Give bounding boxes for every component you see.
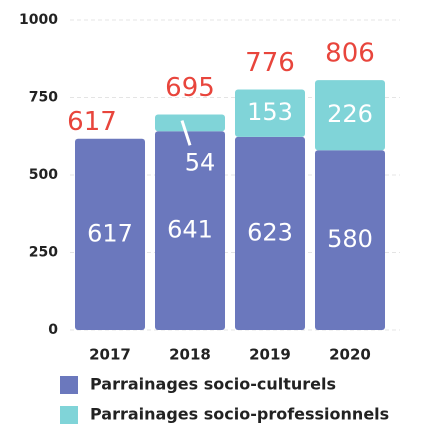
legend-swatch <box>60 376 78 394</box>
segment-label: 226 <box>327 100 373 128</box>
y-tick-label: 1000 <box>19 12 58 28</box>
x-tick-label: 2018 <box>169 346 211 364</box>
bar-segment <box>235 136 305 330</box>
segment-label: 617 <box>87 219 133 247</box>
total-label: 776 <box>245 48 295 78</box>
bar-segment <box>155 131 225 330</box>
x-tick-label: 2019 <box>249 346 291 364</box>
x-tick-label: 2017 <box>89 346 131 364</box>
bar-segment <box>315 80 385 151</box>
y-tick-label: 750 <box>29 90 58 106</box>
y-tick-label: 500 <box>29 167 58 183</box>
segment-label: 641 <box>167 216 213 244</box>
bar-segment <box>75 138 145 330</box>
segment-label: 153 <box>247 98 293 126</box>
legend-swatch <box>60 406 78 424</box>
legend-label: Parrainages socio-culturels <box>90 375 336 394</box>
bar-segment <box>155 114 225 132</box>
y-tick-label: 250 <box>29 245 58 261</box>
total-label: 806 <box>325 39 375 69</box>
total-label: 617 <box>67 107 117 137</box>
total-label: 695 <box>165 73 215 103</box>
segment-label: 580 <box>327 225 373 253</box>
y-tick-label: 0 <box>48 322 58 338</box>
x-tick-label: 2020 <box>329 346 371 364</box>
legend-label: Parrainages socio-professionnels <box>90 405 389 424</box>
leader-line <box>180 120 192 146</box>
bar-segment <box>235 89 305 137</box>
segment-label: 54 <box>185 148 216 176</box>
segment-label: 623 <box>247 218 293 246</box>
bar-segment <box>315 150 385 330</box>
